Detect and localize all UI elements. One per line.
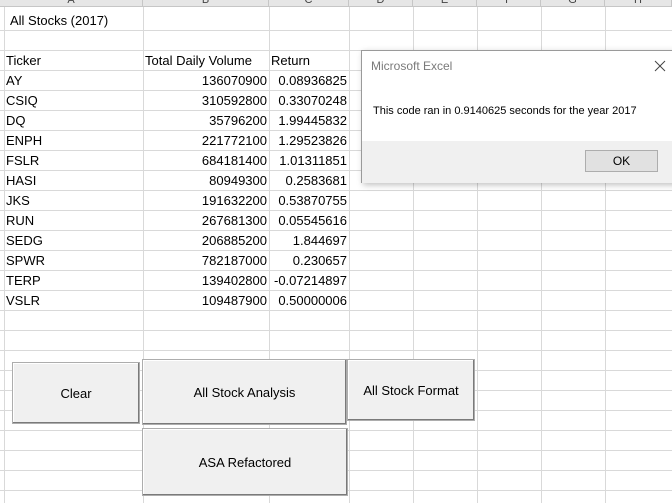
grid-line xyxy=(541,7,542,503)
dialog-title: Microsoft Excel xyxy=(371,59,453,73)
grid-line xyxy=(0,30,672,31)
return-cell[interactable]: 0.05545616 xyxy=(278,213,347,228)
grid-line xyxy=(269,7,270,503)
volume-cell[interactable]: 221772100 xyxy=(201,133,267,148)
volume-cell[interactable]: 136070900 xyxy=(201,73,267,88)
close-icon[interactable] xyxy=(650,56,670,76)
grid-line xyxy=(0,250,672,251)
volume-cell[interactable]: 206885200 xyxy=(201,233,267,248)
asa-refactored-button[interactable]: ASA Refactored xyxy=(142,428,348,496)
grid-line xyxy=(0,90,672,91)
clear-button[interactable]: Clear xyxy=(12,362,140,424)
volume-cell[interactable]: 191632200 xyxy=(201,193,267,208)
grid-line xyxy=(0,50,672,51)
return-cell[interactable]: 0.230657 xyxy=(292,253,347,268)
return-cell[interactable]: 0.2583681 xyxy=(285,173,347,188)
column-header-d[interactable]: D xyxy=(349,0,413,7)
volume-cell[interactable]: 267681300 xyxy=(201,213,267,228)
grid-line xyxy=(0,290,672,291)
header-total-daily-volume[interactable]: Total Daily Volume xyxy=(145,53,252,68)
grid-line xyxy=(0,190,672,191)
grid-line xyxy=(0,170,672,171)
ticker-cell[interactable]: AY xyxy=(6,73,23,88)
all-stock-analysis-button[interactable]: All Stock Analysis xyxy=(142,359,347,425)
grid-line xyxy=(0,70,672,71)
volume-cell[interactable]: 684181400 xyxy=(201,153,267,168)
return-cell[interactable]: 0.53870755 xyxy=(278,193,347,208)
grid-line xyxy=(0,230,672,231)
return-cell[interactable]: -0.07214897 xyxy=(273,273,347,288)
sheet-title-cell[interactable]: All Stocks (2017) xyxy=(10,13,109,28)
all-stock-format-button[interactable]: All Stock Format xyxy=(347,359,475,421)
return-cell[interactable]: 1.01311851 xyxy=(279,153,347,168)
column-header-f[interactable]: F xyxy=(477,0,541,7)
dialog-footer: OK xyxy=(362,141,672,183)
return-cell[interactable]: 0.50000006 xyxy=(278,293,347,308)
volume-cell[interactable]: 80949300 xyxy=(209,173,267,188)
ticker-cell[interactable]: CSIQ xyxy=(6,93,38,108)
ticker-cell[interactable]: ENPH xyxy=(6,133,43,148)
return-cell[interactable]: 0.33070248 xyxy=(278,93,347,108)
grid-line xyxy=(0,210,672,211)
grid-line xyxy=(413,7,414,503)
column-header-h[interactable]: H xyxy=(605,0,672,7)
ok-button[interactable]: OK xyxy=(585,150,658,172)
grid-line xyxy=(0,130,672,131)
message-dialog: Microsoft Excel This code ran in 0.91406… xyxy=(361,50,672,183)
volume-cell[interactable]: 35796200 xyxy=(209,113,267,128)
return-cell[interactable]: 1.29523826 xyxy=(278,133,347,148)
grid-line xyxy=(4,7,5,503)
ticker-cell[interactable]: SPWR xyxy=(6,253,45,268)
return-cell[interactable]: 1.99445832 xyxy=(278,113,347,128)
volume-cell[interactable]: 109487900 xyxy=(201,293,267,308)
grid-line xyxy=(0,330,672,331)
volume-cell[interactable]: 782187000 xyxy=(201,253,267,268)
grid-line xyxy=(143,7,144,503)
ticker-cell[interactable]: TERP xyxy=(6,273,41,288)
column-header-a[interactable]: A xyxy=(0,0,143,7)
header-ticker[interactable]: Ticker xyxy=(6,53,41,68)
volume-cell[interactable]: 139402800 xyxy=(201,273,267,288)
grid-line xyxy=(477,7,478,503)
ticker-cell[interactable]: VSLR xyxy=(6,293,40,308)
column-header-b[interactable]: B xyxy=(143,0,269,7)
ticker-cell[interactable]: SEDG xyxy=(6,233,43,248)
grid-line xyxy=(0,110,672,111)
grid-line xyxy=(0,270,672,271)
dialog-message: This code ran in 0.9140625 seconds for t… xyxy=(373,105,637,117)
return-cell[interactable]: 1.844697 xyxy=(292,233,347,248)
grid-line xyxy=(0,150,672,151)
ticker-cell[interactable]: HASI xyxy=(6,173,37,188)
column-header-g[interactable]: G xyxy=(541,0,605,7)
grid-line xyxy=(349,7,350,503)
grid-line xyxy=(0,310,672,311)
grid-line xyxy=(605,7,606,503)
grid-line xyxy=(0,350,672,351)
ticker-cell[interactable]: JKS xyxy=(6,193,30,208)
volume-cell[interactable]: 310592800 xyxy=(201,93,267,108)
column-header-e[interactable]: E xyxy=(413,0,477,7)
ticker-cell[interactable]: RUN xyxy=(6,213,35,228)
ticker-cell[interactable]: DQ xyxy=(6,113,26,128)
column-header-c[interactable]: C xyxy=(269,0,349,7)
dialog-body: This code ran in 0.9140625 seconds for t… xyxy=(362,81,672,141)
header-return[interactable]: Return xyxy=(271,53,311,68)
ticker-cell[interactable]: FSLR xyxy=(6,153,40,168)
return-cell[interactable]: 0.08936825 xyxy=(278,73,347,88)
